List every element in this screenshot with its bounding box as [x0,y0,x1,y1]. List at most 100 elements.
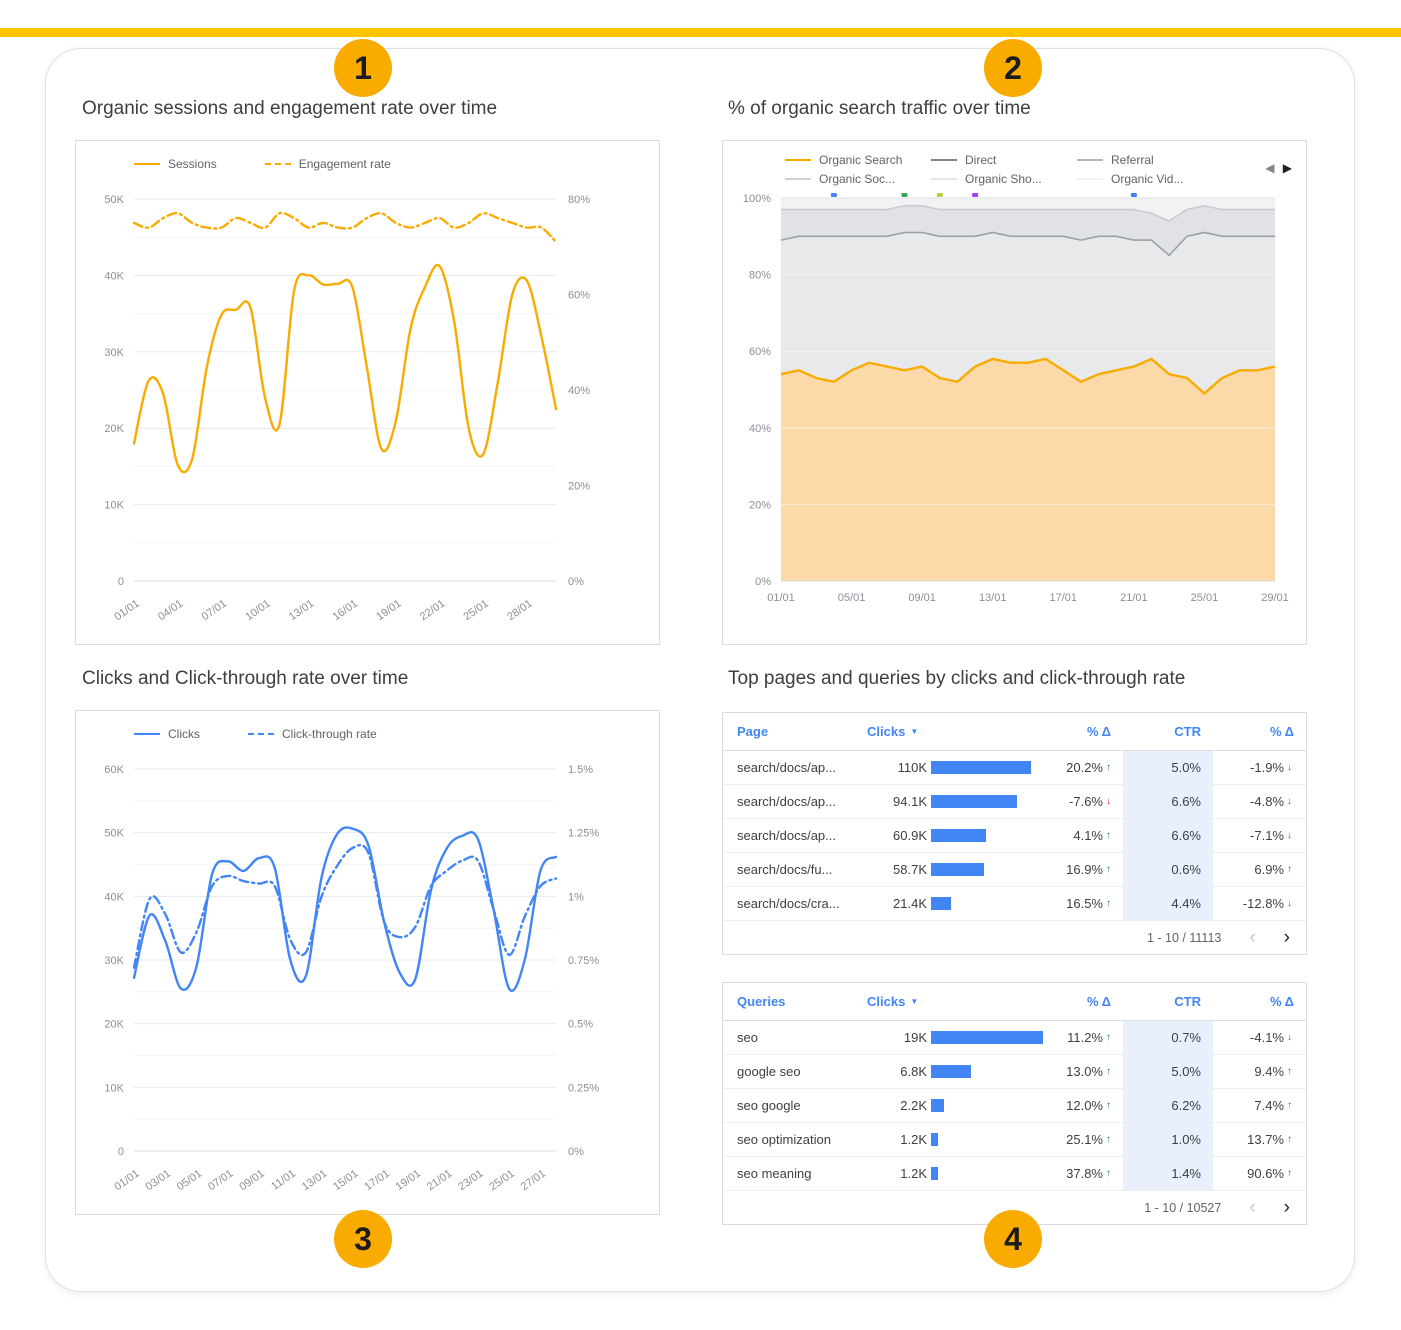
ctr-delta-cell: 9.4% ↑ [1213,1055,1306,1088]
svg-text:25/01: 25/01 [487,1168,516,1194]
svg-text:16/01: 16/01 [331,598,360,624]
pagination-next[interactable]: › [1283,1197,1290,1218]
ctr-cell: 5.0% [1123,1055,1213,1088]
legend-item[interactable]: Organic Vid... [1077,172,1237,186]
row-label: seo meaning [737,1166,812,1181]
clicks-bar [931,1099,944,1112]
legend-label: Direct [965,153,997,167]
svg-text:21/01: 21/01 [1120,592,1148,604]
column-header[interactable]: CTR [1174,994,1201,1009]
svg-text:20K: 20K [104,423,124,435]
svg-text:07/01: 07/01 [200,598,229,624]
legend-item[interactable]: Clicks [134,727,200,741]
svg-text:17/01: 17/01 [362,1168,391,1194]
pagination-range: 1 - 10 / 11113 [1146,930,1222,945]
legend-item[interactable]: Referral [1077,153,1237,167]
svg-text:10K: 10K [104,500,124,512]
svg-text:60K: 60K [104,764,124,776]
table-row[interactable]: search/docs/cra... 21.4K 16.5% ↑ 4.4% -12.8% ↓ [723,887,1306,921]
column-header[interactable]: % Δ [1086,724,1111,739]
clicks-cell: 21.4K [863,887,1043,920]
table-row[interactable]: seo 19K 11.2% ↑ 0.7% -4.1% ↓ [723,1021,1306,1055]
svg-text:40%: 40% [568,385,590,397]
legend-label: Click-through rate [282,727,377,741]
sessions-chart-panel: Sessions Engagement rate 0 10K 20K 30K 40K 50K… [75,140,660,645]
svg-text:50K: 50K [104,194,124,206]
svg-text:40%: 40% [749,423,771,435]
legend-swatch [1077,178,1103,180]
legend-item[interactable]: Sessions [134,157,217,171]
up-arrow-icon: ↑ [1106,762,1111,773]
legend-item[interactable]: Engagement rate [264,157,391,171]
delta-value: -12.8% [1242,896,1284,911]
table-row[interactable]: search/docs/ap... 60.9K 4.1% ↑ 6.6% -7.1% ↓ [723,819,1306,853]
up-arrow-icon: ↑ [1287,864,1292,875]
svg-text:23/01: 23/01 [456,1168,485,1194]
pagination-prev[interactable]: ‹ [1249,927,1256,948]
svg-text:20K: 20K [104,1019,124,1031]
legend-item[interactable]: Organic Soc... [785,172,931,186]
clicks-chart-plot[interactable]: 0 10K 20K 30K 40K 50K 60K 0% 0.25% 0.5% 0.75% 1% 1.2… [76,711,661,1216]
prev-chart-arrow-icon[interactable]: ◀ [1265,161,1275,175]
up-arrow-icon: ↑ [1287,1100,1292,1111]
clicks-bar [931,1031,1043,1044]
table-row[interactable]: seo meaning 1.2K 37.8% ↑ 1.4% 90.6% ↑ [723,1157,1306,1191]
svg-text:30K: 30K [104,955,124,967]
delta-value: 4.1% [1073,828,1103,843]
clicks-value: 58.7K [893,862,927,877]
pagination-next[interactable]: › [1283,927,1290,948]
ctr-delta-cell: -1.9% ↓ [1213,751,1306,784]
svg-text:03/01: 03/01 [144,1168,173,1194]
column-header[interactable]: CTR [1174,724,1201,739]
table-row[interactable]: search/docs/ap... 110K 20.2% ↑ 5.0% -1.9% ↓ [723,751,1306,785]
delta-value: 6.9% [1254,862,1284,877]
legend-swatch [264,163,291,165]
svg-text:13/01: 13/01 [287,598,316,624]
column-header[interactable]: Page [737,724,769,739]
traffic-chart-plot[interactable]: 0% 20% 40% 60% 80% 100% 01/01 05/01 09/01 13/01 17… [723,141,1308,646]
legend-label: Sessions [168,157,217,171]
svg-text:01/01: 01/01 [112,598,141,624]
table-row[interactable]: seo optimization 1.2K 25.1% ↑ 1.0% 13.7% ↑ [723,1123,1306,1157]
delta-value: 12.0% [1066,1098,1103,1113]
row-label: search/docs/fu... [737,862,833,877]
svg-text:19/01: 19/01 [394,1168,423,1194]
sessions-chart-plot[interactable]: 0 10K 20K 30K 40K 50K 0% 20% 40% 60% 80% 01/01 04/01… [76,141,661,646]
clicks-bar [931,829,987,842]
clicks-cell: 60.9K [863,819,1043,852]
svg-text:80%: 80% [749,270,771,282]
column-header[interactable]: % Δ [1269,724,1294,739]
table-row[interactable]: google seo 6.8K 13.0% ↑ 5.0% 9.4% ↑ [723,1055,1306,1089]
ctr-delta-cell: -12.8% ↓ [1213,887,1306,920]
svg-text:1.25%: 1.25% [568,828,599,840]
sort-header-clicks[interactable]: Clicks ▼ [863,724,1043,739]
table-row[interactable]: search/docs/ap... 94.1K -7.6% ↓ 6.6% -4.8% ↓ [723,785,1306,819]
clicks-delta-cell: 13.0% ↑ [1043,1055,1123,1088]
svg-text:60%: 60% [749,346,771,358]
column-header[interactable]: % Δ [1086,994,1111,1009]
sort-header-clicks[interactable]: Clicks ▼ [863,994,1043,1009]
table-row[interactable]: search/docs/fu... 58.7K 16.9% ↑ 0.6% 6.9% ↑ [723,853,1306,887]
legend-swatch [785,178,811,180]
callout-badge-3: 3 [334,1210,392,1268]
table-row[interactable]: seo google 2.2K 12.0% ↑ 6.2% 7.4% ↑ [723,1089,1306,1123]
ctr-delta-cell: 90.6% ↑ [1213,1157,1306,1190]
legend-item[interactable]: Click-through rate [248,727,377,741]
next-chart-arrow-icon[interactable]: ▶ [1282,161,1292,175]
column-header[interactable]: % Δ [1269,994,1294,1009]
svg-text:21/01: 21/01 [425,1168,454,1194]
legend-item[interactable]: Organic Search [785,153,931,167]
clicks-value: 60.9K [893,828,927,843]
svg-text:05/01: 05/01 [175,1168,204,1194]
legend-item[interactable]: Direct [931,153,1077,167]
delta-value: 90.6% [1247,1166,1284,1181]
down-arrow-icon: ↓ [1287,796,1292,807]
pagination-prev[interactable]: ‹ [1249,1197,1256,1218]
legend-item[interactable]: Organic Sho... [931,172,1077,186]
svg-text:60%: 60% [568,290,590,302]
svg-text:25/01: 25/01 [461,598,490,624]
column-header[interactable]: Queries [737,994,786,1009]
sort-desc-icon: ▼ [910,997,919,1006]
delta-value: 37.8% [1066,1166,1103,1181]
clicks-bar [931,897,951,910]
